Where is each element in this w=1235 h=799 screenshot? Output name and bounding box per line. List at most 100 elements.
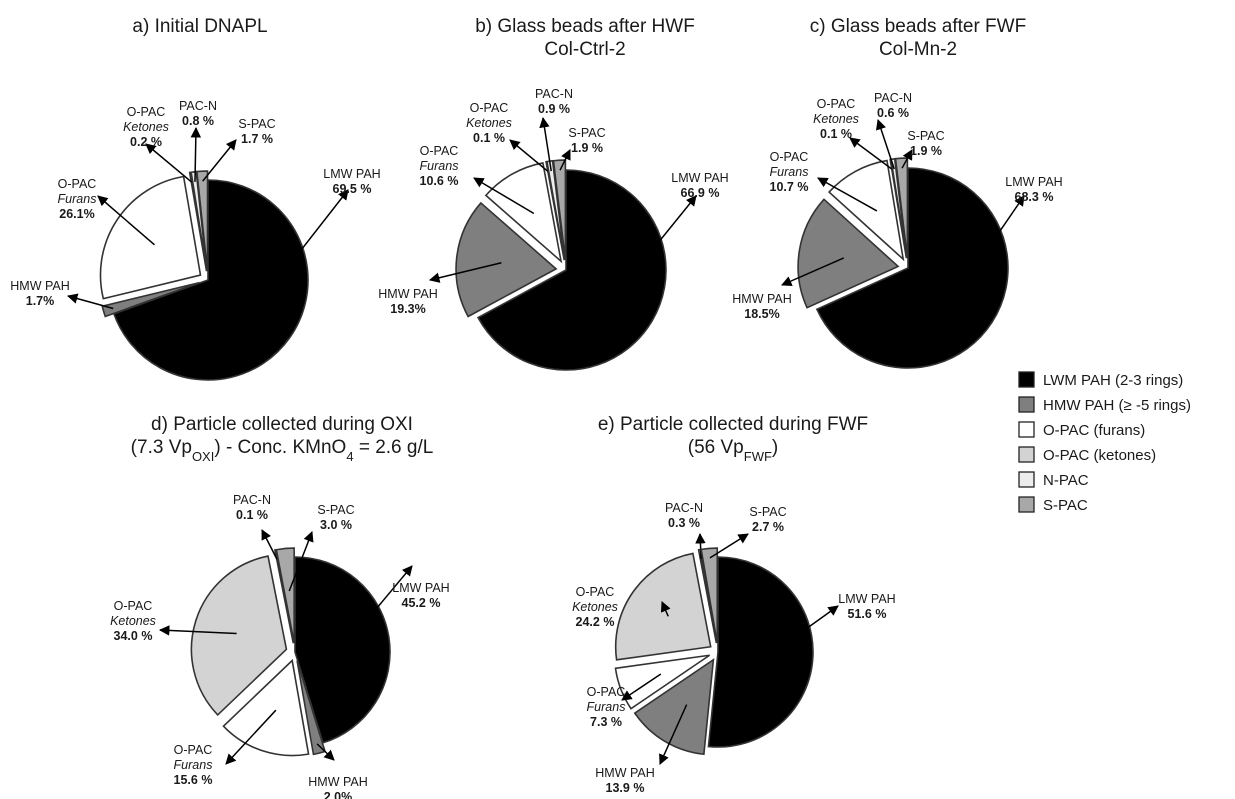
legend-item-spac: S-PAC xyxy=(1018,496,1088,514)
slice-name-ketones: Ketones xyxy=(466,116,512,130)
slice-name-ketones: Ketones xyxy=(110,614,156,628)
legend-item-ketones: O-PAC (ketones) xyxy=(1018,446,1156,464)
slice-arrow-npac xyxy=(875,119,895,170)
slice-name-npac: PAC-N xyxy=(535,87,573,101)
slice-name-ketones: O-PAC xyxy=(470,101,509,115)
slice-value-label-lmw: 66.9 % xyxy=(681,186,720,200)
slice-value-label-hmw: 13.9 % xyxy=(606,781,645,795)
slice-arrow-furans xyxy=(621,673,662,701)
slice-name-lmw: LMW PAH xyxy=(323,167,380,181)
slice-name-hmw: HMW PAH xyxy=(732,292,792,306)
pie-slice-spac xyxy=(195,170,209,272)
legend-swatch xyxy=(1018,496,1035,513)
chart-title: b) Glass beads after HWF xyxy=(475,16,695,37)
slice-name-lmw: LMW PAH xyxy=(671,171,728,185)
slice-value-label-hmw: 18.5% xyxy=(744,307,779,321)
slice-value-label-hmw: 1.7% xyxy=(26,294,55,308)
slice-name-lmw: LMW PAH xyxy=(392,581,449,595)
slice-value-label-furans: 7.3 % xyxy=(590,715,622,729)
legend-item-hmw: HMW PAH (≥ -5 rings) xyxy=(1018,396,1191,414)
slice-name-ketones: O-PAC xyxy=(127,105,166,119)
chart-title: (56 VpFWF) xyxy=(688,437,778,464)
slice-value-label-furans: 10.7 % xyxy=(770,180,809,194)
slice-arrow-ketones xyxy=(509,139,549,173)
slice-arrow-hmw xyxy=(781,257,845,287)
slice-value-label-npac: 0.3 % xyxy=(668,516,700,530)
pie-chart-d: d) Particle collected during OXI(7.3 VpO… xyxy=(110,414,450,799)
pie-slice-npac xyxy=(273,548,295,644)
legend-swatch xyxy=(1018,446,1035,463)
slice-arrow-ketones xyxy=(660,601,671,617)
slice-value-label-lmw: 69.5 % xyxy=(333,182,372,196)
slice-value-label-spac: 2.7 % xyxy=(752,520,784,534)
legend-label: LWM PAH (2-3 rings) xyxy=(1043,372,1183,389)
slice-arrow-spac xyxy=(202,139,237,182)
slice-name-furans: Furans xyxy=(420,159,459,173)
slice-arrow-npac xyxy=(539,116,552,172)
pie-slice-ketones xyxy=(614,552,712,661)
slice-name-hmw: HMW PAH xyxy=(378,287,438,301)
slice-arrow-lmw xyxy=(252,189,349,313)
legend-swatch xyxy=(1018,396,1035,413)
slice-name-ketones: Ketones xyxy=(813,112,859,126)
slice-value-label-hmw: 2.0% xyxy=(324,790,353,799)
chart-title: c) Glass beads after FWF xyxy=(810,16,1026,37)
slice-value-label-ketones: 0.1 % xyxy=(473,131,505,145)
pie-slice-lmw xyxy=(707,556,814,748)
legend-swatch xyxy=(1018,421,1035,438)
slice-value-label-npac: 0.8 % xyxy=(182,114,214,128)
slice-name-npac: PAC-N xyxy=(665,501,703,515)
slice-name-lmw: LMW PAH xyxy=(838,592,895,606)
pie-slice-hmw xyxy=(455,201,558,318)
slice-value-label-npac: 0.1 % xyxy=(236,508,268,522)
legend-label: S-PAC xyxy=(1043,497,1088,514)
slice-arrow-spac xyxy=(559,149,571,171)
pie-slice-lmw xyxy=(112,179,309,381)
slice-arrow-spac xyxy=(901,149,913,169)
pie-slice-hmw xyxy=(633,658,715,756)
slice-arrow-furans xyxy=(473,177,535,215)
slice-name-furans: O-PAC xyxy=(770,150,809,164)
legend-item-lmw: LWM PAH (2-3 rings) xyxy=(1018,371,1183,389)
slice-value-label-ketones: 0.1 % xyxy=(820,127,852,141)
slice-arrow-hmw xyxy=(428,262,502,283)
slice-arrow-spac xyxy=(709,533,749,559)
slice-name-furans: O-PAC xyxy=(420,144,459,158)
legend-swatch xyxy=(1018,471,1035,488)
slice-arrow-spac xyxy=(288,531,314,592)
slice-name-ketones: O-PAC xyxy=(817,97,856,111)
slice-name-spac: S-PAC xyxy=(749,505,786,519)
chart-title: d) Particle collected during OXI xyxy=(151,414,413,435)
slice-value-label-furans: 15.6 % xyxy=(174,773,213,787)
slice-name-hmw: HMW PAH xyxy=(308,775,368,789)
pie-slice-spac xyxy=(700,547,719,644)
legend-label: O-PAC (ketones) xyxy=(1043,447,1156,464)
slice-value-label-spac: 1.7 % xyxy=(241,132,273,146)
chart-title: a) Initial DNAPL xyxy=(132,16,267,37)
slice-name-ketones: Ketones xyxy=(572,600,618,614)
slice-arrow-lmw xyxy=(346,565,413,645)
slice-arrow-npac xyxy=(261,529,278,560)
slice-arrow-hmw xyxy=(316,743,335,761)
pie-slice-lmw xyxy=(815,167,1009,369)
slice-name-ketones: Ketones xyxy=(123,120,169,134)
slice-name-furans: Furans xyxy=(58,192,97,206)
slice-arrow-furans xyxy=(225,709,277,765)
legend-item-npac: N-PAC xyxy=(1018,471,1089,489)
chart-title: Col-Ctrl-2 xyxy=(544,39,625,60)
slice-value-label-spac: 1.9 % xyxy=(910,144,942,158)
slice-value-label-hmw: 19.3% xyxy=(390,302,425,316)
slice-name-furans: Furans xyxy=(770,165,809,179)
slice-name-furans: Furans xyxy=(174,758,213,772)
slice-value-label-ketones: 24.2 % xyxy=(576,615,615,629)
slice-arrow-npac xyxy=(695,532,706,560)
slice-name-furans: O-PAC xyxy=(58,177,97,191)
pie-slice-furans xyxy=(484,162,563,264)
slice-name-spac: S-PAC xyxy=(568,126,605,140)
slice-value-label-spac: 1.9 % xyxy=(571,141,603,155)
slice-arrow-hmw xyxy=(66,293,114,310)
slice-value-label-lmw: 45.2 % xyxy=(402,596,441,610)
